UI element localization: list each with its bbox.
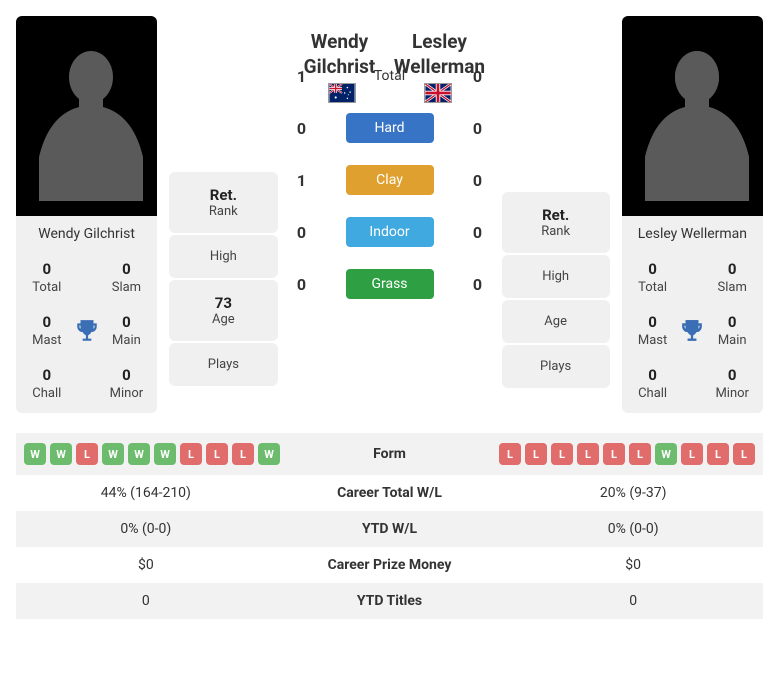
compare-row-ytd_wl: 0% (0-0)YTD W/L0% (0-0) — [16, 511, 763, 547]
form-badge: W — [24, 443, 46, 465]
stat-main: 0Main — [705, 313, 759, 348]
form-badge: L — [707, 443, 729, 465]
form-badge: W — [50, 443, 72, 465]
form-badge: L — [232, 443, 254, 465]
stat-minor: 0Minor — [705, 366, 759, 401]
stat-minor: 0Minor — [100, 366, 154, 401]
h2h-row-hard: 0 Hard 0 — [290, 113, 490, 143]
stat-chall: 0Chall — [626, 366, 680, 401]
stat-chall: 0Chall — [20, 366, 74, 401]
compare-p2-value: LLLLLLWLLL — [499, 443, 755, 465]
trophy-icon — [74, 318, 100, 344]
h2h-row-total: 1 Total 0 — [290, 61, 490, 91]
h2h-surface-label[interactable]: Grass — [346, 269, 434, 299]
form-badge: W — [258, 443, 280, 465]
head-to-head-col: Wendy Gilchrist Lesley Wellerman — [290, 16, 490, 413]
compare-label: Career Total W/L — [268, 485, 512, 501]
compare-p1-value: 44% (164-210) — [24, 485, 268, 501]
compare-row-ytd_titles: 0YTD Titles0 — [16, 583, 763, 619]
info-high: High — [169, 235, 277, 278]
form-badge: L — [681, 443, 703, 465]
h2h-p1-score: 0 — [290, 223, 314, 242]
form-badge: W — [128, 443, 150, 465]
stat-mast: 0Mast — [20, 313, 74, 348]
form-badge: L — [76, 443, 98, 465]
form-badge: L — [180, 443, 202, 465]
compare-label: Form — [280, 446, 499, 462]
compare-row-form: WWLWWWLLLWFormLLLLLLWLLL — [16, 433, 763, 475]
form-badge: L — [206, 443, 228, 465]
h2h-p2-score: 0 — [466, 171, 490, 190]
info-rank: Ret.Rank — [502, 192, 610, 253]
compare-row-career_wl: 44% (164-210)Career Total W/L20% (9-37) — [16, 475, 763, 511]
h2h-p1-score: 0 — [290, 275, 314, 294]
stat-slam: 0Slam — [705, 260, 759, 295]
h2h-row-grass: 0 Grass 0 — [290, 269, 490, 299]
info-rank: Ret.Rank — [169, 172, 277, 233]
player1-card: Wendy Gilchrist 0Total 0Slam 0Mast 0Main… — [16, 16, 157, 413]
form-badge: L — [525, 443, 547, 465]
h2h-p2-score: 0 — [466, 119, 490, 138]
compare-p1-value: WWLWWWLLLW — [24, 443, 280, 465]
h2h-row-clay: 1 Clay 0 — [290, 165, 490, 195]
h2h-surface-label[interactable]: Clay — [346, 165, 434, 195]
info-high: High — [502, 255, 610, 298]
compare-p1-value: 0 — [24, 593, 268, 609]
compare-p2-value: 0% (0-0) — [511, 521, 755, 537]
player2-photo — [622, 16, 763, 216]
h2h-p1-score: 1 — [290, 67, 314, 86]
silhouette-icon — [637, 31, 757, 201]
compare-table: WWLWWWLLLWFormLLLLLLWLLL44% (164-210)Car… — [16, 433, 763, 619]
h2h-p2-score: 0 — [466, 223, 490, 242]
form-badge: L — [629, 443, 651, 465]
player2-info-col: Ret.Rank High Age Plays — [502, 192, 610, 413]
form-badge: L — [551, 443, 573, 465]
compare-label: Career Prize Money — [268, 557, 512, 573]
compare-p2-value: $0 — [511, 557, 755, 573]
stat-mast: 0Mast — [626, 313, 680, 348]
compare-label: YTD W/L — [268, 521, 512, 537]
player2-title-stats: 0Total 0Slam 0Mast 0Main 0Chall 0Minor — [622, 252, 763, 413]
stat-main: 0Main — [100, 313, 154, 348]
h2h-row-indoor: 0 Indoor 0 — [290, 217, 490, 247]
h2h-surface-label: Total — [346, 61, 434, 91]
h2h-p1-score: 1 — [290, 171, 314, 190]
form-badge: L — [603, 443, 625, 465]
info-age: 73Age — [169, 280, 277, 341]
h2h-surface-label[interactable]: Hard — [346, 113, 434, 143]
compare-label: YTD Titles — [268, 593, 512, 609]
h2h-p2-score: 0 — [466, 67, 490, 86]
stat-slam: 0Slam — [100, 260, 154, 295]
player2-name-label: Lesley Wellerman — [622, 216, 763, 252]
form-badge: W — [102, 443, 124, 465]
form-badge: L — [577, 443, 599, 465]
stat-total: 0Total — [626, 260, 680, 295]
compare-p2-value: 20% (9-37) — [511, 485, 755, 501]
player2-card: Lesley Wellerman 0Total 0Slam 0Mast 0Mai… — [622, 16, 763, 413]
info-plays: Plays — [169, 343, 277, 386]
h2h-p1-score: 0 — [290, 119, 314, 138]
info-plays: Plays — [502, 345, 610, 388]
form-badge: W — [655, 443, 677, 465]
stat-total: 0Total — [20, 260, 74, 295]
h2h-surface-label[interactable]: Indoor — [346, 217, 434, 247]
compare-p2-value: 0 — [511, 593, 755, 609]
player1-name-label: Wendy Gilchrist — [16, 216, 157, 252]
compare-p1-value: $0 — [24, 557, 268, 573]
compare-p1-value: 0% (0-0) — [24, 521, 268, 537]
form-badge: L — [733, 443, 755, 465]
silhouette-icon — [31, 31, 151, 201]
trophy-icon — [679, 318, 705, 344]
player1-photo — [16, 16, 157, 216]
compare-row-prize: $0Career Prize Money$0 — [16, 547, 763, 583]
player1-info-col: Ret.Rank High 73Age Plays — [169, 172, 277, 413]
h2h-p2-score: 0 — [466, 275, 490, 294]
form-badge: W — [154, 443, 176, 465]
player1-title-stats: 0Total 0Slam 0Mast 0Main 0Chall 0Minor — [16, 252, 157, 413]
info-age: Age — [502, 300, 610, 343]
form-badge: L — [499, 443, 521, 465]
